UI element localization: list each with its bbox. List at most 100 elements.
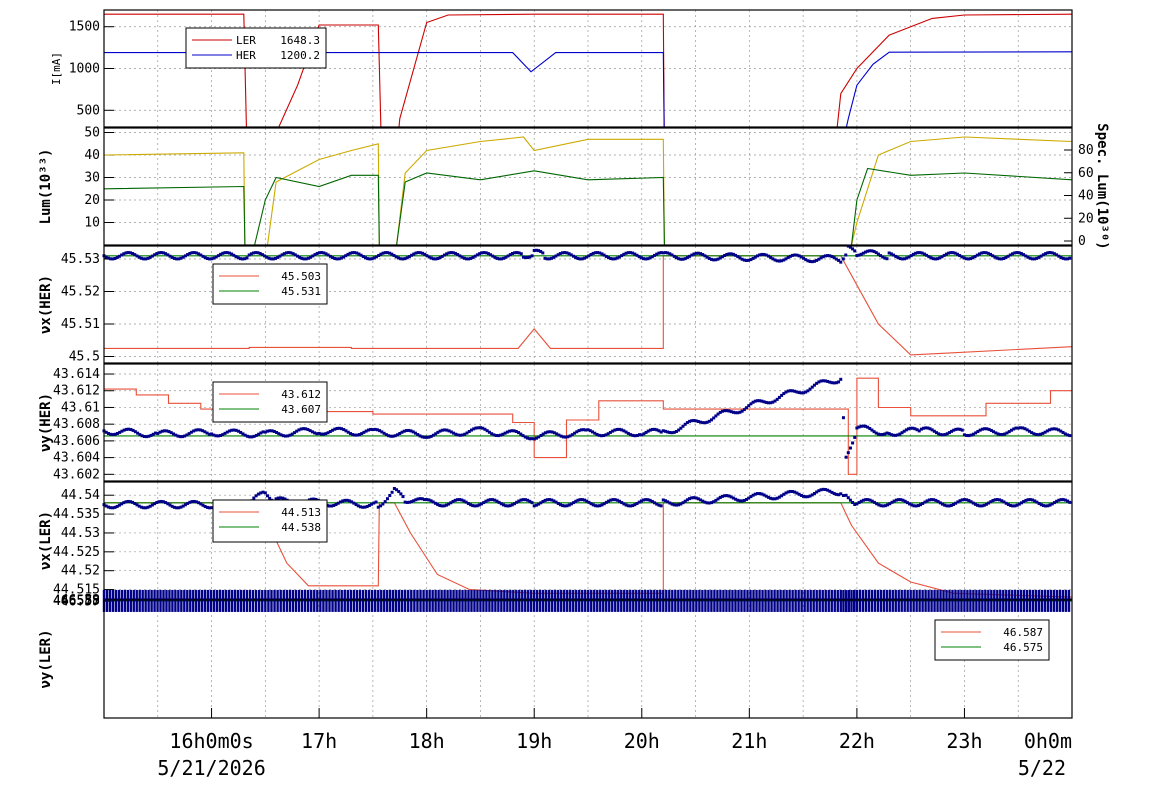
data-point [558,252,562,256]
data-point [377,589,380,612]
data-point [596,589,599,612]
data-point [534,436,538,440]
data-point [358,505,362,509]
data-point [160,429,164,433]
data-point [1002,256,1006,260]
data-point [892,499,896,503]
data-point [310,497,314,501]
data-point [942,589,945,612]
data-point [208,506,212,510]
data-point [425,254,429,258]
data-point [306,256,310,260]
data-point [111,257,115,261]
data-point [227,429,231,433]
data-point [841,494,845,498]
data-point [310,430,314,434]
data-point [397,589,401,612]
data-point [207,432,211,436]
data-point [245,434,249,438]
data-point [817,489,821,493]
data-point [399,257,403,261]
data-point [583,498,587,502]
data-point [1004,256,1008,260]
data-point [881,255,885,259]
data-point [201,254,205,258]
data-point [624,430,628,434]
data-point [598,504,602,508]
data-point [342,255,346,259]
data-point [333,257,337,261]
data-point [975,253,979,257]
data-point [956,500,960,504]
data-point [984,589,987,612]
data-point [515,251,519,255]
data-point [740,589,743,612]
data-point [705,501,709,505]
data-point [1023,427,1027,431]
data-point [894,254,898,258]
data-point [644,589,647,612]
data-point [646,257,650,261]
data-point [1059,255,1063,259]
data-point [196,428,200,432]
panel-background [104,600,1072,718]
data-point [881,433,885,437]
data-point [886,503,890,507]
data-point [348,251,352,255]
data-point [1000,499,1004,503]
data-point [830,589,833,612]
data-point [203,256,207,260]
data-point [1030,431,1034,435]
data-point [701,421,705,425]
data-point [373,427,377,431]
data-point [918,589,921,612]
y-tick-label: 10 [84,216,100,231]
data-point [707,419,711,423]
data-point [239,430,243,434]
data-point [931,257,935,261]
data-point [230,589,234,612]
data-point [1016,426,1020,430]
data-point [887,432,891,436]
data-point [633,503,637,507]
data-point [146,256,150,260]
data-point [586,428,590,432]
data-point [298,255,302,259]
data-point [1040,589,1044,612]
data-point [988,252,992,256]
data-point [764,400,768,404]
data-point [1031,589,1035,612]
data-point [347,499,351,503]
data-point [524,256,528,260]
data-point [661,498,665,502]
data-point [368,257,372,261]
data-point [488,589,491,612]
data-point [279,433,283,437]
data-point [563,504,567,508]
data-point [478,426,482,430]
data-point [401,257,405,261]
data-point [109,432,113,436]
data-point [252,434,256,438]
data-point [907,255,911,259]
data-point [665,589,668,612]
data-point [115,256,119,260]
data-point [506,504,510,508]
data-point [716,497,720,501]
data-point [699,498,703,502]
data-point [302,257,306,261]
data-point [978,504,982,508]
data-point [753,492,757,496]
data-point [1017,502,1021,506]
data-point [1063,432,1067,436]
data-point [703,254,707,258]
data-point [683,422,687,426]
data-point [987,427,991,431]
data-point [510,503,514,507]
data-point [947,251,951,255]
data-point [502,256,506,260]
data-point [192,251,196,255]
data-point [919,427,923,431]
data-point [309,255,313,259]
data-point [367,589,371,612]
